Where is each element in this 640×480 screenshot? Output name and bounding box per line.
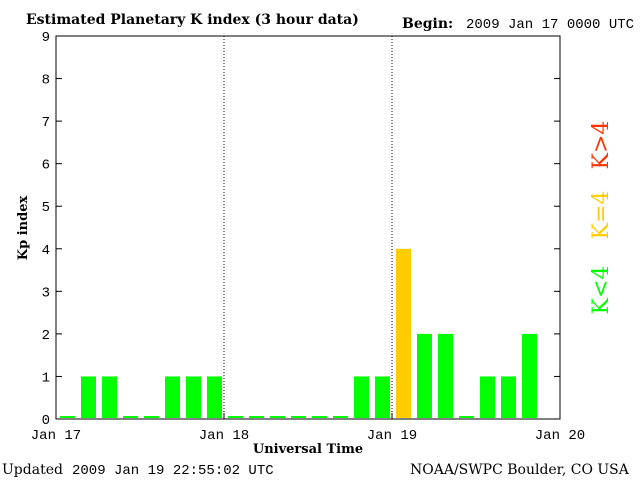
y-ticks: 0 1 2 3 4 5 6 7 8 9 [42,30,560,429]
kp-bar [228,416,243,418]
y-tick-label: 2 [42,328,50,344]
day-dividers [223,36,393,419]
kp-bar [375,376,390,418]
y-tick-label: 5 [42,200,50,216]
kp-bar [417,333,432,418]
begin-value: 2009 Jan 17 0000 UTC [466,17,634,33]
y-tick-label: 1 [42,370,50,386]
bars-group [60,248,537,418]
kp-bar [144,416,159,418]
source-credit: NOAA/SWPC Boulder, CO USA [410,462,630,478]
y-tick-label: 0 [42,413,50,429]
updated-label: Updated [2,462,63,478]
kp-bar [81,376,96,418]
x-tick-label: Jan 17 [31,428,81,444]
legend-item: K=4 [589,191,614,240]
kp-bar [354,376,369,418]
legend-item: K>4 [589,121,614,170]
kp-bar [459,416,474,418]
kp-bar [291,416,306,418]
x-axis-label: Universal Time [253,442,363,457]
x-tick-label: Jan 19 [367,428,417,444]
kp-bar [123,416,138,418]
kp-bar [207,376,222,418]
kp-bar [270,416,285,418]
kp-bar [312,416,327,418]
x-tick-label: Jan 20 [535,428,585,444]
kp-bar [396,248,411,418]
kp-bar [186,376,201,418]
kp-bar [165,376,180,418]
x-ticks: Jan 17 Jan 18 Jan 19 Jan 20 [31,413,585,444]
kp-bar [60,416,75,418]
plot-frame [55,35,561,420]
y-tick-label: 9 [42,30,50,46]
legend-item: K<4 [589,266,614,315]
begin-label: Begin: [402,16,453,32]
kp-bar [438,333,453,418]
kp-bar [522,333,537,418]
y-tick-label: 8 [42,73,50,89]
kp-bar [480,376,495,418]
kp-bar [333,416,348,418]
chart-title: Estimated Planetary K index (3 hour data… [26,12,359,28]
kp-bar [501,376,516,418]
y-tick-label: 7 [42,115,50,131]
updated-value: 2009 Jan 19 22:55:02 UTC [72,463,274,479]
y-tick-label: 4 [42,243,50,259]
y-tick-label: 6 [42,158,50,174]
x-tick-label: Jan 18 [199,428,249,444]
kp-bar [249,416,264,418]
y-axis-label: Kp index [16,196,31,261]
y-tick-label: 3 [42,285,50,301]
kp-bar [102,376,117,418]
legend: K>4 K=4 K<4 [589,121,614,315]
